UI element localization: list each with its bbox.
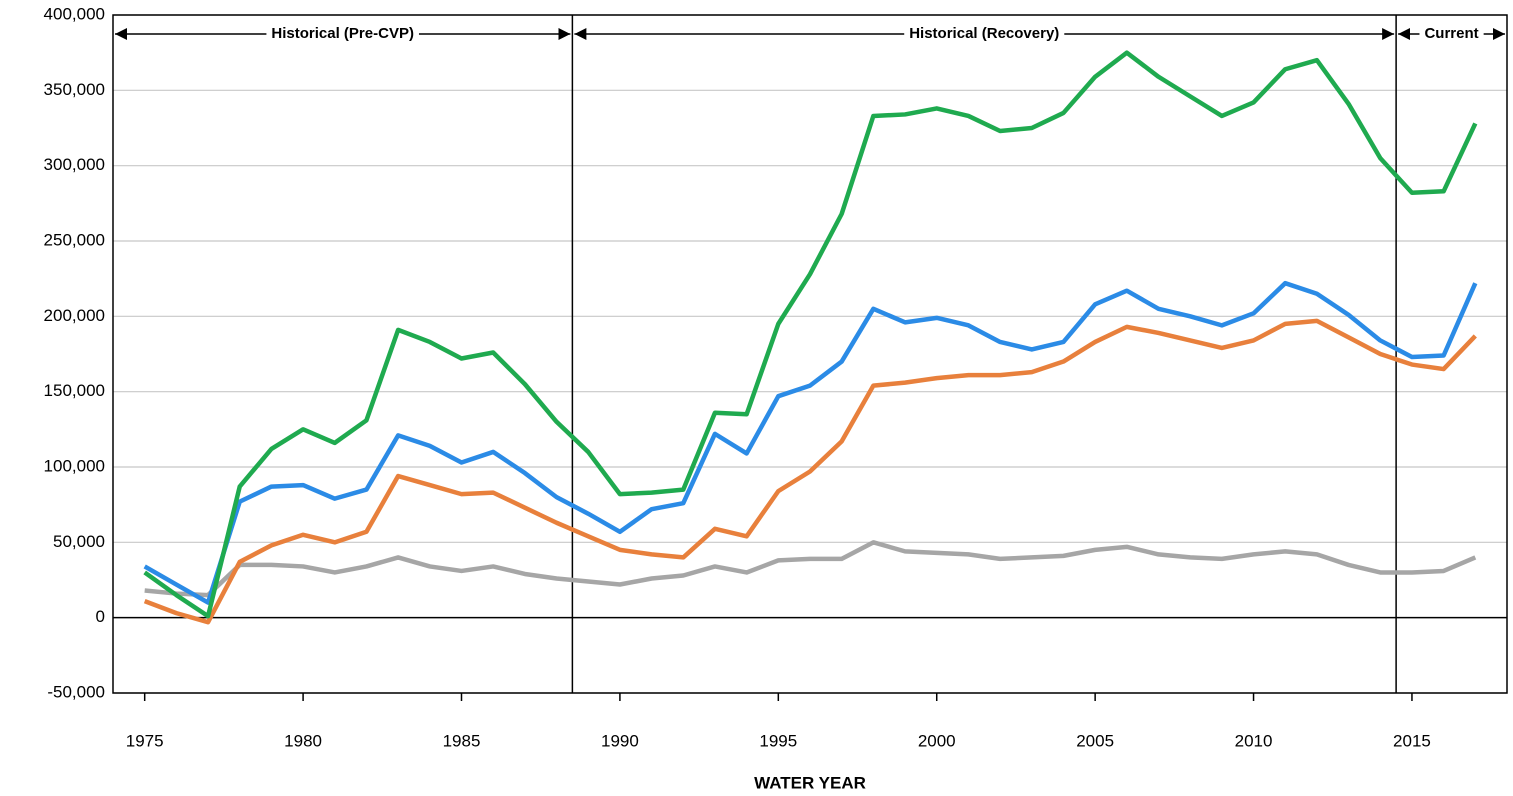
y-tick-label: -50,000	[47, 682, 105, 701]
y-tick-label: 100,000	[44, 456, 105, 475]
y-tick-label: 200,000	[44, 306, 105, 325]
x-tick-label: 2010	[1235, 731, 1273, 750]
x-axis-title: WATER YEAR	[754, 773, 866, 792]
y-tick-label: 250,000	[44, 230, 105, 249]
series-line	[143, 318, 1477, 625]
y-tick-label: 300,000	[44, 155, 105, 174]
period-label-bg	[1419, 24, 1484, 42]
y-tick-label: 0	[96, 607, 105, 626]
plot-border	[112, 14, 1508, 694]
x-tick-label: 1995	[759, 731, 797, 750]
y-tick-label: 350,000	[44, 80, 105, 99]
period-label: Historical (Pre-CVP)	[271, 25, 414, 42]
x-tick-label: 1990	[601, 731, 639, 750]
x-tick-label: 2015	[1393, 731, 1431, 750]
period-label: Current	[1424, 25, 1478, 42]
y-tick-label: 50,000	[53, 532, 105, 551]
series-line	[143, 280, 1478, 605]
x-tick-label: 1975	[126, 731, 164, 750]
y-tick-label: 400,000	[44, 4, 105, 23]
x-tick-label: 2005	[1076, 731, 1114, 750]
period-label-bg	[266, 24, 419, 42]
period-label-bg	[904, 24, 1065, 42]
series-line	[144, 540, 1477, 598]
y-tick-label: 150,000	[44, 381, 105, 400]
x-tick-label: 1980	[284, 731, 322, 750]
x-tick-label: 2000	[918, 731, 956, 750]
x-tick-label: 1985	[443, 731, 481, 750]
series-line	[143, 50, 1478, 619]
period-label: Historical (Recovery)	[909, 25, 1059, 42]
